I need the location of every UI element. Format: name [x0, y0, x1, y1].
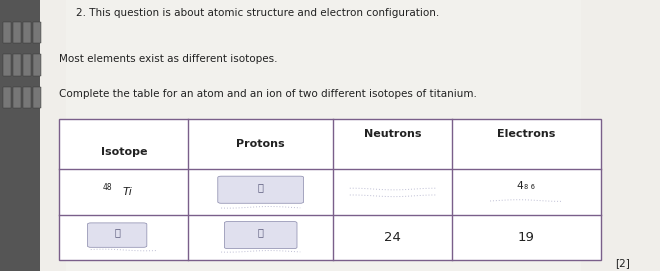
Text: ⚿: ⚿ — [258, 227, 263, 237]
Bar — [59, 119, 601, 260]
Text: Complete the table for an atom and an ion of two different isotopes of titanium.: Complete the table for an atom and an io… — [59, 89, 477, 99]
Text: ⚿: ⚿ — [114, 227, 120, 237]
Bar — [3, 54, 11, 76]
Bar — [23, 87, 31, 108]
Text: Neutrons: Neutrons — [364, 129, 422, 139]
Bar — [23, 22, 31, 43]
Bar — [33, 87, 41, 108]
FancyBboxPatch shape — [218, 176, 304, 203]
Text: Protons: Protons — [236, 139, 285, 149]
Text: Isotope: Isotope — [100, 147, 147, 157]
Text: 24: 24 — [384, 231, 401, 244]
Bar — [13, 22, 21, 43]
FancyBboxPatch shape — [87, 223, 147, 247]
Text: Ti: Ti — [122, 188, 132, 197]
Text: 2. This question is about atomic structure and electron configuration.: 2. This question is about atomic structu… — [76, 8, 439, 18]
Bar — [23, 54, 31, 76]
Text: ⚿: ⚿ — [258, 182, 263, 192]
Bar — [3, 87, 11, 108]
Text: 48: 48 — [102, 183, 112, 192]
Bar — [13, 87, 21, 108]
Bar — [13, 54, 21, 76]
Text: 4₈₆: 4₈₆ — [516, 181, 537, 191]
Bar — [66, 0, 581, 271]
Bar — [33, 54, 41, 76]
Bar — [33, 22, 41, 43]
Text: 19: 19 — [518, 231, 535, 244]
FancyBboxPatch shape — [224, 222, 297, 249]
Text: [2]: [2] — [615, 258, 630, 268]
Text: Electrons: Electrons — [497, 129, 556, 139]
Bar — [0, 0, 46, 271]
Bar — [3, 22, 11, 43]
Text: Most elements exist as different isotopes.: Most elements exist as different isotope… — [59, 54, 278, 64]
